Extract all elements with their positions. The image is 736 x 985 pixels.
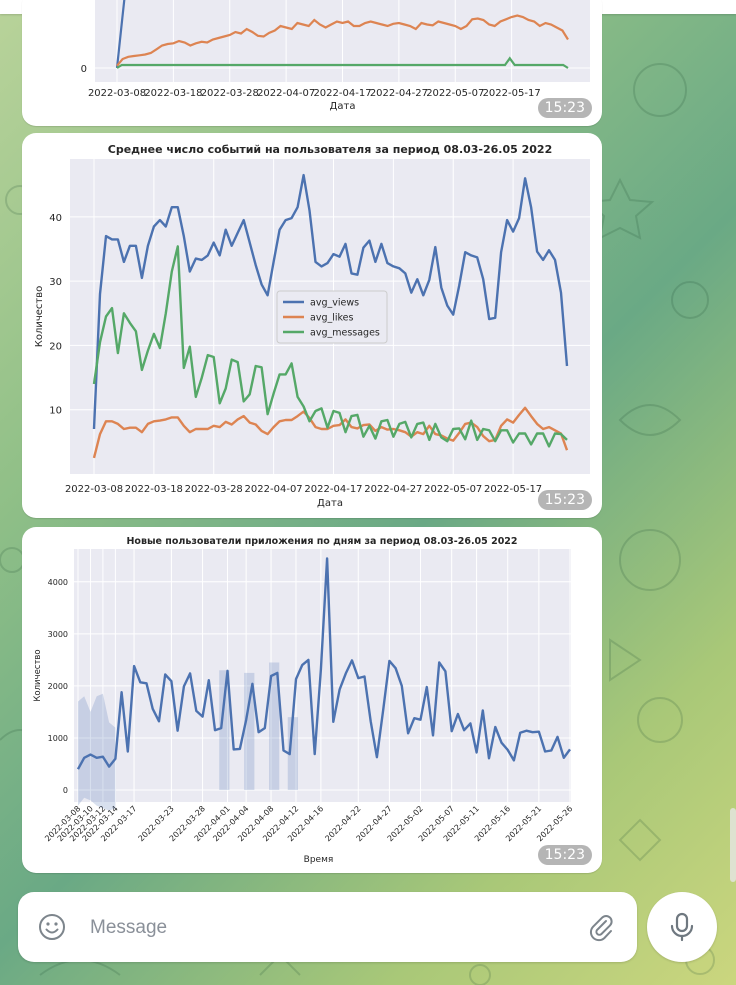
confidence-band xyxy=(287,717,298,791)
y-axis-label: Количество xyxy=(33,649,43,701)
confidence-band xyxy=(219,670,230,791)
series-line-orange xyxy=(116,14,569,67)
message-time: 15:23 xyxy=(537,845,592,865)
chart-2: Среднее число событий на пользователя за… xyxy=(34,143,590,509)
y-tick-label: 0 xyxy=(63,786,68,795)
x-tick-label: 2022-03-28 xyxy=(185,484,243,495)
confidence-band xyxy=(269,662,280,791)
y-axis-label: Количество xyxy=(34,286,45,348)
x-tick-label: 2022-05-17 xyxy=(484,484,542,495)
y-tick-label: 0 xyxy=(81,64,87,75)
plot-area xyxy=(74,549,571,802)
x-tick-label: 2022-03-18 xyxy=(144,88,202,99)
chart-title: Среднее число событий на пользователя за… xyxy=(108,143,553,156)
x-axis-label: Дата xyxy=(317,498,343,509)
message-chart-1[interactable]: 2022-03-08 2022-03-18 2022-03-28 2022-04-07… xyxy=(22,0,602,126)
y-tick-label: 40 xyxy=(49,213,62,224)
y-tick-label: 4000 xyxy=(48,578,68,587)
x-tick-label: 2022-04-27 xyxy=(364,484,422,495)
message-composer xyxy=(18,892,637,962)
x-tick-label: 2022-03-28 xyxy=(201,88,259,99)
y-tick-label: 3000 xyxy=(48,630,68,639)
smile-icon[interactable] xyxy=(38,913,66,941)
x-tick-label: 2022-04-27 xyxy=(370,88,428,99)
y-tick-label: 2000 xyxy=(48,682,68,691)
legend-label: avg_likes xyxy=(310,313,354,324)
x-tick-label: 2022-05-07 xyxy=(426,88,484,99)
microphone-button[interactable] xyxy=(647,892,717,962)
y-tick-label: 10 xyxy=(49,406,62,417)
message-chart-3[interactable]: Новые пользователи приложения по дням за… xyxy=(22,527,602,873)
message-chart-2[interactable]: Среднее число событий на пользователя за… xyxy=(22,133,602,518)
series-line-avg-messages xyxy=(92,245,568,448)
x-axis-label: Дата xyxy=(330,101,356,112)
series-line-avg-views xyxy=(92,173,569,430)
x-tick-label: 2022-04-17 xyxy=(313,88,371,99)
confidence-band xyxy=(244,672,255,791)
x-tick-label: 2022-04-07 xyxy=(245,484,303,495)
paperclip-icon[interactable] xyxy=(586,912,616,942)
message-time: 15:23 xyxy=(537,98,592,118)
confidence-band xyxy=(78,693,116,811)
x-axis-label: Время xyxy=(304,855,334,865)
message-input[interactable] xyxy=(88,910,572,946)
chart-3: Новые пользователи приложения по дням за… xyxy=(33,536,574,865)
x-tick-label: 2022-03-08 xyxy=(88,88,146,99)
chart-1: 2022-03-082022-03-182022-03-282022-04-07… xyxy=(81,0,590,112)
scrollbar-thumb[interactable] xyxy=(730,808,736,882)
series-line-avg-likes xyxy=(92,406,569,459)
y-tick-label: 20 xyxy=(49,341,62,352)
y-tick-label: 1000 xyxy=(48,734,68,743)
x-tick-label: 2022-03-08 xyxy=(65,484,123,495)
series-line-new-users xyxy=(76,557,571,770)
series-line-green xyxy=(116,56,569,69)
message-time: 15:23 xyxy=(537,490,592,510)
legend-box xyxy=(276,290,388,344)
microphone-icon xyxy=(670,912,694,942)
x-tick-label: 2022-05-07 xyxy=(424,484,482,495)
legend-label: avg_messages xyxy=(310,328,380,339)
series-line-blue xyxy=(115,0,126,69)
x-tick-label: 2022-03-18 xyxy=(125,484,183,495)
x-tick-label: 2022-04-17 xyxy=(304,484,362,495)
legend-label: avg_views xyxy=(310,298,359,309)
x-tick-label: 2022-05-17 xyxy=(483,88,541,99)
chart-title: Новые пользователи приложения по дням за… xyxy=(126,536,517,547)
x-tick-label: 2022-04-07 xyxy=(257,88,315,99)
y-tick-label: 30 xyxy=(49,277,62,288)
